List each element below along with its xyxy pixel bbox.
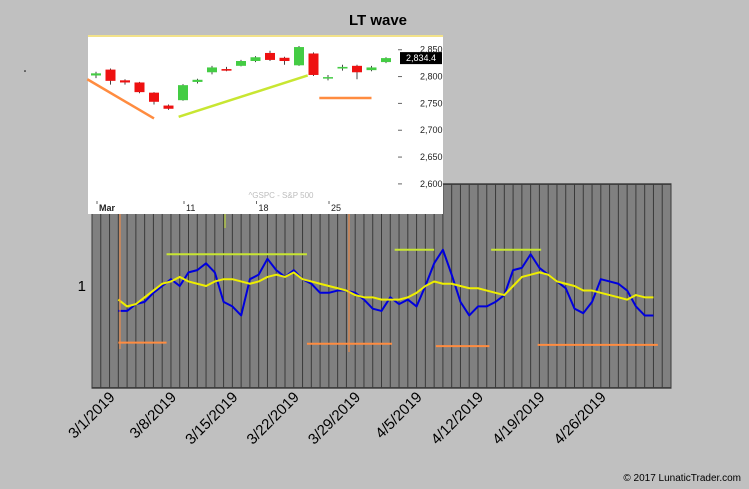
last-price-label: 2,834.4 [406,53,436,63]
inset-x-tick-label: 25 [331,203,341,213]
candle-body [323,77,333,79]
inset-y-tick-label: 2,650 [420,152,443,162]
candles [91,45,391,110]
candle-body [250,57,261,62]
inset-watermark: ^GSPC - S&P 500 [249,191,315,200]
inset-x-tick-label: Mar [99,203,116,213]
candle [134,81,145,94]
candle-body [120,80,130,83]
candle-body [163,105,174,109]
candle [366,65,377,72]
series-line-yellow [117,271,654,308]
candle [149,92,159,105]
inset-y-tick-label: 2,700 [420,125,443,135]
inset-x-tick-label: 11 [186,203,195,213]
candle-body [149,92,159,102]
candle-body [105,69,116,81]
candle [163,104,174,110]
candle-body [381,58,391,63]
main-plot-area: 1 [78,183,672,389]
candle-body [236,61,246,66]
copyright-footer: © 2017 LunaticTrader.com [623,473,741,484]
stray-dot [24,70,26,72]
candle-body [178,85,188,101]
inset-y-tick-label: 2,600 [420,179,443,189]
candle [192,78,203,84]
candle [120,79,130,85]
candle [294,45,304,66]
candle [105,68,116,85]
candle [265,50,275,62]
y-tick-label: 1 [78,278,86,295]
candle [279,56,290,65]
candle-body [308,53,319,75]
candle [250,56,261,63]
inset-y-tick-label: 2,800 [420,72,443,82]
candle-body [337,66,348,69]
candle [91,71,101,79]
candle [178,84,188,101]
candle [352,64,362,80]
candle-body [221,69,232,71]
candle-body [207,67,217,73]
series-line-blue [118,248,654,317]
candle-body [91,73,101,76]
inset-y-tick-label: 2,850 [420,45,443,55]
candle [381,57,391,64]
candle-body [279,57,290,62]
candle-body [294,47,304,66]
candle-body [134,82,145,93]
candle [323,74,333,81]
candle-body [265,52,275,60]
candle-body [192,79,203,82]
inset-support-line [86,78,155,120]
inset-trend-line [178,74,309,119]
inset-background [88,35,443,214]
chart-title: LT wave [349,12,407,29]
inset-y-tick-label: 2,750 [420,98,443,108]
candle-body [352,65,362,73]
candle [221,66,232,72]
candle [308,52,319,77]
candle [337,64,348,71]
last-price-tag [400,52,442,65]
vertical-grid [91,184,672,388]
candle [236,59,246,67]
inset-x-tick-label: 18 [259,203,269,213]
candle [207,65,217,75]
candlestick-inset: ^GSPC - S&P 500 2,850 2,800 2,750 2,700 2,650… [86,35,443,214]
candle-body [366,67,377,71]
